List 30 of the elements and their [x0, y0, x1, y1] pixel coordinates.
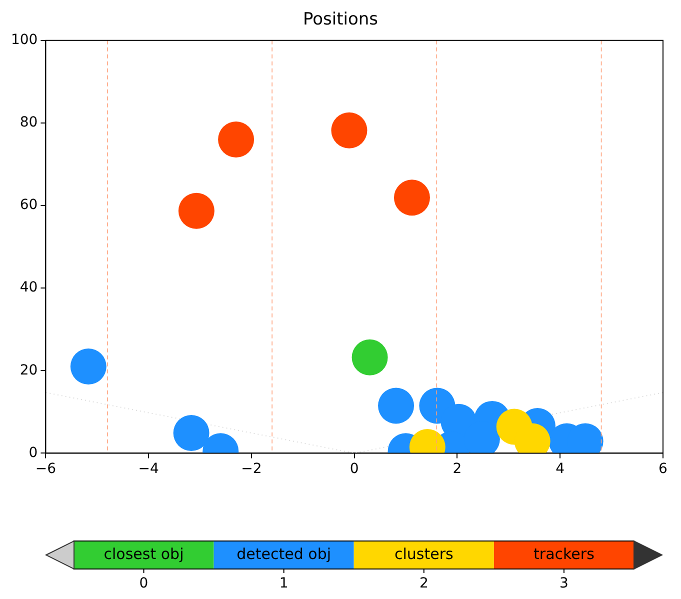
y-tick-label: 20	[20, 362, 38, 378]
y-tick-label: 0	[28, 444, 38, 461]
x-tick-label: 6	[658, 461, 668, 478]
y-tick-label: 40	[20, 280, 38, 296]
x-tick-label: −2	[241, 461, 262, 478]
x-tick-label: −4	[138, 461, 160, 478]
x-tick-label: 0	[350, 461, 359, 478]
color-bar-label: 1	[279, 576, 288, 592]
y-tick-label: 60	[20, 197, 38, 214]
text: trackers	[534, 544, 595, 563]
x-tick-label: 2	[452, 461, 462, 478]
point	[331, 112, 368, 148]
text: clusters	[394, 544, 454, 563]
point	[218, 121, 254, 158]
chart-title: Positions	[302, 10, 378, 30]
point	[173, 414, 210, 451]
color-bar-label: 3	[560, 576, 568, 592]
point	[352, 339, 388, 376]
point	[378, 388, 414, 424]
color-bar-label: 0	[139, 576, 148, 592]
color-bar-label: 2	[419, 576, 428, 592]
point	[178, 192, 214, 229]
text: closest obj	[104, 544, 184, 563]
x-tick-label: 4	[556, 461, 565, 478]
text: detected obj	[236, 544, 332, 563]
x-tick-label: −6	[35, 461, 56, 478]
point	[394, 180, 430, 216]
y-tick-label: 100	[10, 32, 38, 48]
y-tick-label: 80	[20, 114, 38, 131]
point	[70, 348, 106, 385]
